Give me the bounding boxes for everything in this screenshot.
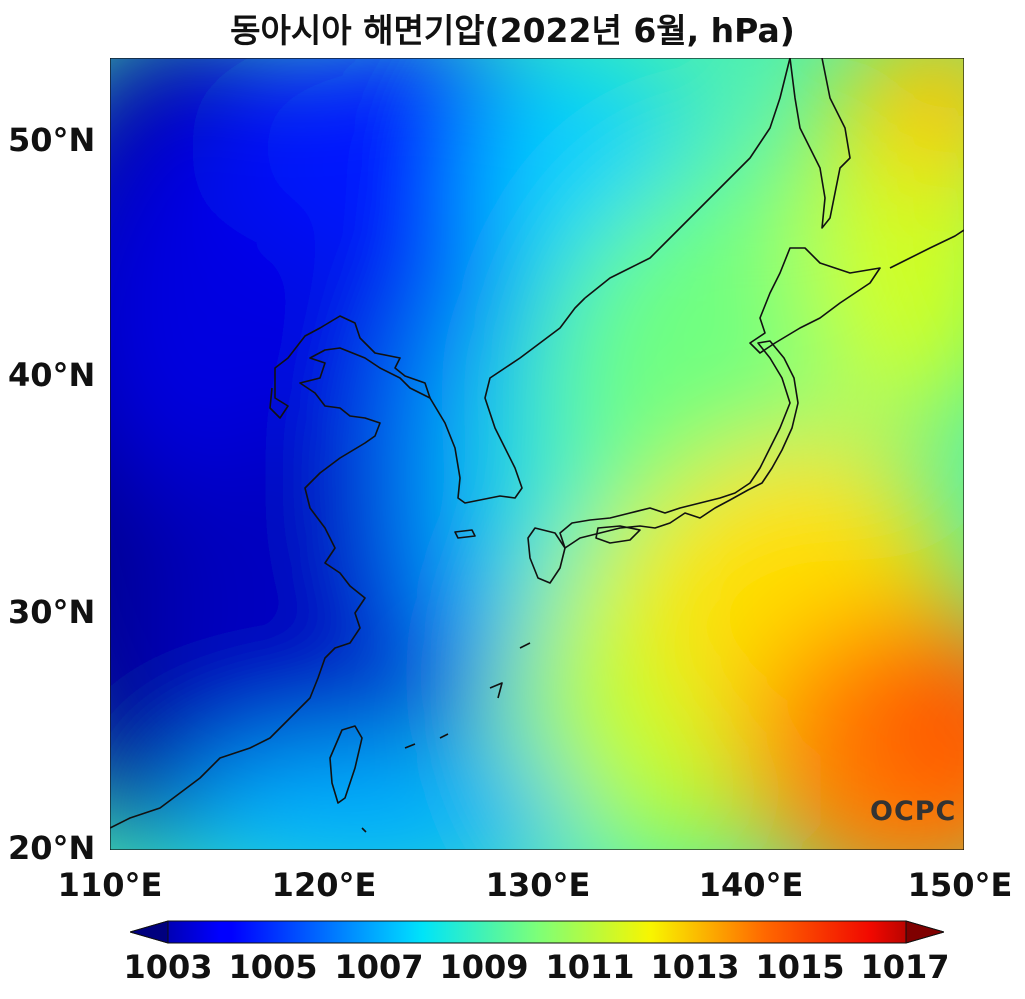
pressure-map bbox=[110, 58, 964, 850]
lon-label-110: 110°E bbox=[57, 866, 163, 904]
lat-label-30: 30°N bbox=[8, 593, 96, 631]
colorbar-tick-1011: 1011 bbox=[545, 948, 635, 986]
lat-label-20: 20°N bbox=[8, 829, 96, 867]
colorbar-tick-1009: 1009 bbox=[439, 948, 529, 986]
lon-label-150: 150°E bbox=[907, 866, 1013, 904]
colorbar-tick-1013: 1013 bbox=[650, 948, 740, 986]
colorbar-tick-1017: 1017 bbox=[860, 948, 950, 986]
colorbar-tick-1005: 1005 bbox=[228, 948, 318, 986]
colorbar-tick-1007: 1007 bbox=[334, 948, 424, 986]
lon-label-130: 130°E bbox=[485, 866, 591, 904]
colorbar bbox=[130, 920, 944, 944]
ocpc-logo: OCPC bbox=[870, 796, 957, 827]
colorbar-tick-1015: 1015 bbox=[755, 948, 845, 986]
lat-label-50: 50°N bbox=[8, 121, 96, 159]
lon-label-120: 120°E bbox=[271, 866, 377, 904]
chart-title: 동아시아 해면기압(2022년 6월, hPa) bbox=[230, 11, 795, 50]
lon-label-140: 140°E bbox=[698, 866, 804, 904]
colorbar-tick-1003: 1003 bbox=[123, 948, 213, 986]
lat-label-40: 40°N bbox=[8, 356, 96, 394]
